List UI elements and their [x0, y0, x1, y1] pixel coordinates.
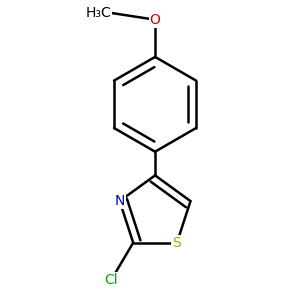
Text: Cl: Cl	[104, 273, 118, 287]
Text: N: N	[115, 194, 125, 208]
Text: H₃C: H₃C	[85, 6, 111, 20]
Text: O: O	[150, 13, 160, 27]
Text: S: S	[172, 236, 181, 250]
